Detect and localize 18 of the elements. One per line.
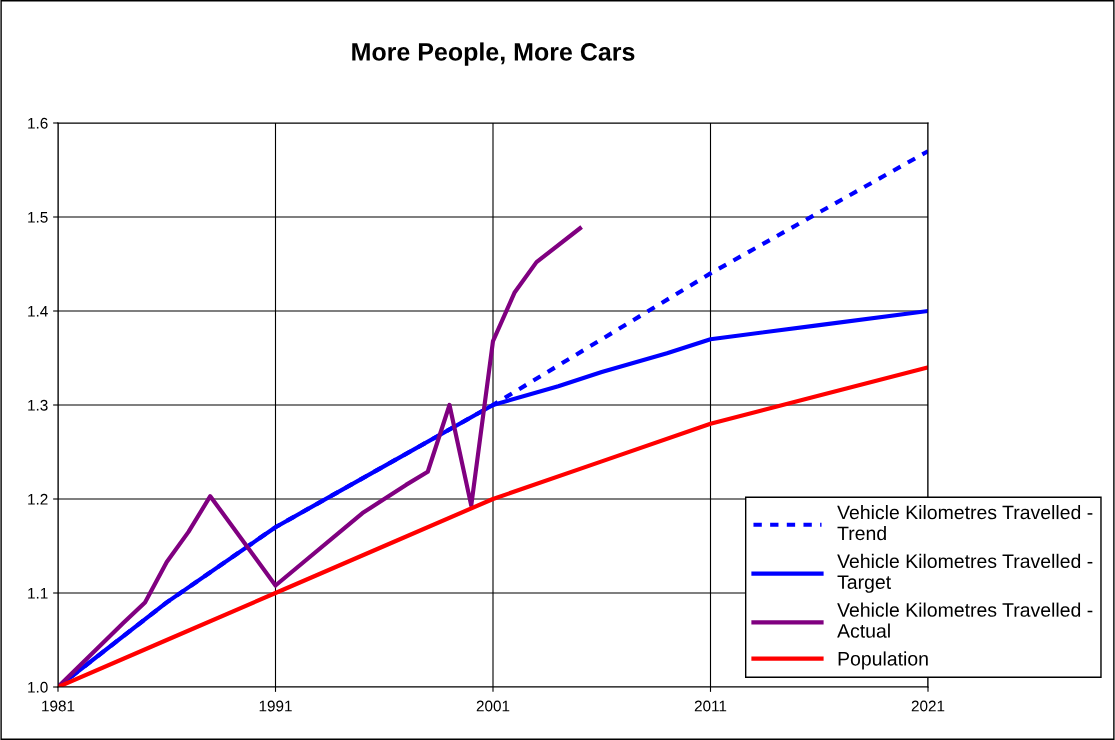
y-tick-label: 1.2 [28,493,48,505]
legend-label: Population [838,651,928,670]
y-tick-label: 1.3 [28,399,48,411]
y-tick-label: 1.0 [28,681,48,693]
x-tick-label: 1981 [42,700,75,712]
y-tick-label: 1.4 [28,306,48,317]
line-series [58,226,583,687]
legend-label: Vehicle Kilometres Travelled - Actual [837,602,1093,638]
x-tick-label: 1991 [259,700,292,712]
chart-title: More People, More Cars [352,42,635,66]
y-tick-label: 1.5 [28,212,48,223]
legend-label: Vehicle Kilometres Travelled - Trend [837,505,1093,541]
x-tick-label: 2021 [911,700,945,712]
y-tick-label: 1.1 [28,588,48,599]
x-tick-label: 2011 [694,700,727,712]
y-tick-label: 1.6 [28,117,48,129]
x-tick-label: 2001 [476,700,510,712]
legend-label: Vehicle Kilometres Travelled - Target [837,553,1093,593]
